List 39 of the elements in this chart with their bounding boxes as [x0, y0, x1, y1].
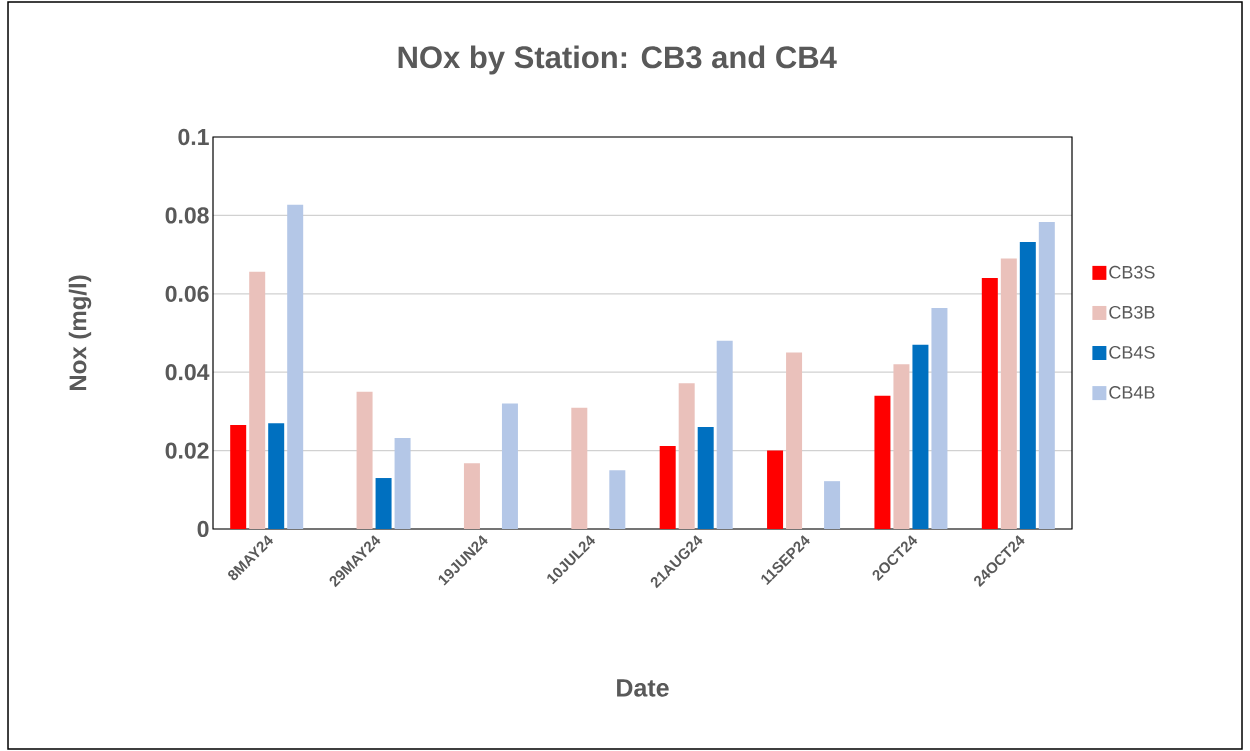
bar — [501, 403, 518, 529]
legend-label: CB3S — [1109, 265, 1155, 279]
bar — [356, 391, 373, 529]
bar — [697, 427, 714, 529]
bar — [249, 271, 266, 529]
bar — [716, 340, 733, 529]
y-tick-label: 0.02 — [165, 442, 209, 459]
legend-label: CB4B — [1109, 386, 1155, 399]
bar — [1019, 242, 1036, 529]
bar — [981, 278, 998, 529]
bar — [463, 463, 480, 529]
bar — [912, 344, 929, 529]
legend-label: CB3B — [1109, 305, 1155, 319]
y-tick-label: 0.08 — [165, 207, 209, 224]
bar — [1038, 222, 1055, 529]
bar — [287, 204, 304, 529]
bar — [786, 352, 803, 529]
bar — [824, 481, 841, 529]
bar — [609, 470, 626, 529]
y-tick-label: 0.06 — [165, 285, 209, 302]
y-axis-title: Nox (mg/l) — [68, 275, 92, 391]
bar — [571, 407, 588, 529]
bar — [394, 438, 411, 529]
bar — [931, 307, 948, 529]
bar — [268, 423, 285, 529]
bar — [659, 445, 676, 529]
y-tick-label: 0.1 — [178, 128, 209, 146]
bar — [678, 383, 695, 529]
bar — [375, 478, 392, 529]
bar — [1000, 258, 1017, 529]
bar — [893, 364, 910, 529]
bar — [874, 395, 891, 529]
legend-label: CB4S — [1109, 345, 1155, 359]
chart-title: NOx by Station: CB3 and CB4 — [398, 45, 837, 75]
y-tick-label: 0 — [197, 520, 209, 538]
y-tick-label: 0.04 — [165, 364, 210, 381]
bar — [230, 425, 247, 529]
bar — [767, 450, 784, 529]
x-axis-title: Date — [617, 679, 669, 697]
